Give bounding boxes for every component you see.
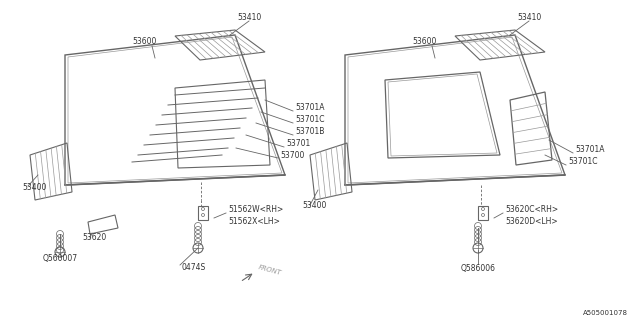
Text: 53701C: 53701C <box>295 116 324 124</box>
Text: 53700: 53700 <box>280 150 305 159</box>
Text: 53600: 53600 <box>413 37 437 46</box>
Text: 53701B: 53701B <box>295 127 324 137</box>
Text: 53620C<RH>: 53620C<RH> <box>505 205 558 214</box>
Text: 53410: 53410 <box>237 12 261 21</box>
Text: 53701: 53701 <box>286 140 310 148</box>
Text: 53620D<LH>: 53620D<LH> <box>505 217 557 226</box>
Text: 53701A: 53701A <box>575 146 605 155</box>
Text: 0474S: 0474S <box>182 263 206 273</box>
Text: Q560007: Q560007 <box>42 253 77 262</box>
Text: 53701A: 53701A <box>295 103 324 113</box>
Text: 53600: 53600 <box>133 37 157 46</box>
Text: 51562W<RH>: 51562W<RH> <box>228 205 284 214</box>
Text: FRONT: FRONT <box>258 264 283 276</box>
Text: Q586006: Q586006 <box>461 263 495 273</box>
Text: A505001078: A505001078 <box>583 310 628 316</box>
Text: 53400: 53400 <box>22 183 46 193</box>
Text: 51562X<LH>: 51562X<LH> <box>228 217 280 226</box>
Text: 53701C: 53701C <box>568 157 598 166</box>
Text: 53410: 53410 <box>517 12 541 21</box>
Text: 53400: 53400 <box>302 201 326 210</box>
Text: 53620: 53620 <box>82 234 106 243</box>
